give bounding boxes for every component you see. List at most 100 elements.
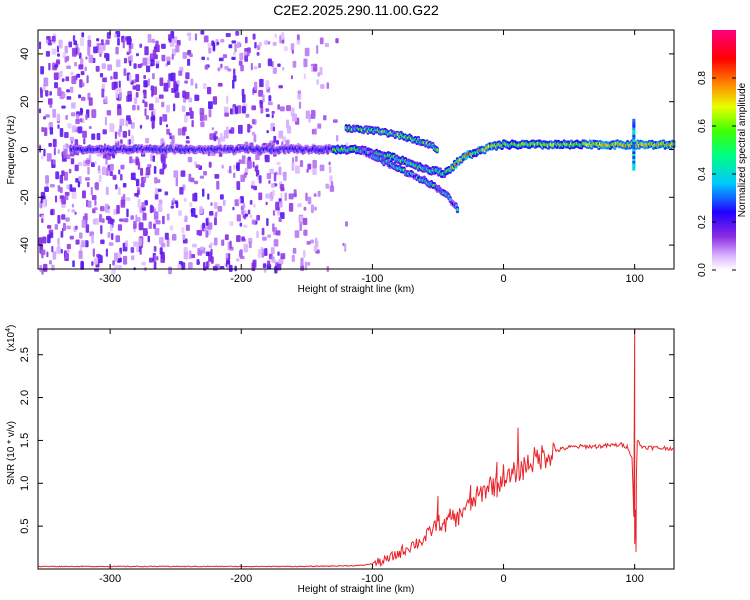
heatmap-cell: [236, 162, 240, 171]
heatmap-cell: [135, 74, 140, 83]
spectrogram-y-tick-label: -40: [19, 237, 31, 253]
spectrogram-ylabel: Frequency (Hz): [6, 116, 17, 185]
heatmap-cell: [151, 89, 154, 97]
heatmap-cell: [240, 174, 245, 182]
heatmap-cell: [310, 109, 316, 119]
heatmap-cell: [134, 193, 139, 197]
heatmap-cell: [243, 243, 249, 253]
heatmap-cell: [232, 79, 235, 89]
heatmap-cell: [208, 47, 212, 54]
heatmap-cell: [38, 237, 43, 246]
spectrogram-y-tick-label: 40: [19, 48, 31, 60]
snr-x-tick-label: -300: [99, 573, 121, 585]
heatmap-cell: [57, 87, 62, 96]
heatmap-cell: [57, 215, 61, 224]
heatmap-cell: [127, 94, 132, 102]
heatmap-cell: [147, 78, 150, 87]
heatmap-cell: [325, 183, 330, 189]
heatmap-cell: [91, 133, 96, 140]
heatmap-cell: [206, 261, 209, 269]
heatmap-cell: [243, 51, 248, 56]
heatmap-cell: [168, 132, 172, 136]
heatmap-cell: [273, 135, 277, 143]
heatmap-cell: [144, 81, 148, 88]
heatmap-cell: [206, 86, 212, 95]
heatmap-cell: [87, 35, 91, 40]
heatmap-cell: [208, 109, 212, 118]
heatmap-cell: [78, 94, 82, 99]
heatmap-cell: [77, 47, 80, 56]
heatmap-cell: [272, 210, 276, 216]
heatmap-cell: [207, 193, 210, 200]
colorbar-ticks: 0.0 0.2 0.4 0.6 0.8: [697, 71, 736, 277]
heatmap-cell: [57, 185, 61, 192]
heatmap-cell: [156, 256, 159, 261]
heatmap-cell: [345, 221, 348, 227]
heatmap-cell: [220, 63, 223, 68]
heatmap-cell: [209, 242, 214, 246]
heatmap-cell: [40, 66, 45, 75]
heatmap-cell: [275, 230, 281, 236]
heatmap-cell: [81, 96, 86, 101]
heatmap-cell: [247, 156, 251, 162]
heatmap-cell: [128, 119, 132, 125]
snr-frame: [37, 328, 675, 570]
heatmap-cell: [221, 239, 225, 246]
heatmap-cell: [184, 215, 188, 223]
heatmap-cell: [193, 161, 198, 165]
heatmap-cell: [126, 208, 129, 218]
heatmap-cell: [109, 123, 115, 133]
heatmap-cell: [235, 106, 239, 115]
heatmap-cell: [183, 247, 188, 252]
heatmap-cell: [99, 213, 102, 223]
heatmap-cell: [297, 203, 302, 208]
heatmap-cell: [316, 79, 320, 85]
heatmap-cell: [203, 227, 207, 231]
heatmap-cell: [162, 162, 166, 170]
heatmap-cell: [82, 190, 86, 199]
heatmap-cell: [206, 57, 210, 61]
heatmap-cell: [115, 184, 118, 190]
heatmap-cell: [87, 166, 90, 175]
heatmap-cell: [196, 230, 200, 236]
heatmap-cell: [632, 118, 636, 123]
heatmap-cell: [213, 202, 218, 209]
heatmap-ridge-cells: [69, 118, 676, 214]
heatmap-cell: [41, 252, 44, 259]
heatmap-cell: [101, 39, 104, 46]
heatmap-cell: [254, 42, 257, 49]
heatmap-cell: [42, 199, 47, 208]
heatmap-cell: [85, 159, 91, 165]
heatmap-cell: [144, 200, 148, 206]
heatmap-cell: [74, 62, 77, 67]
heatmap-cell: [157, 179, 161, 183]
heatmap-cell: [66, 55, 70, 62]
heatmap-cell: [154, 187, 159, 194]
heatmap-cell: [264, 154, 270, 163]
heatmap-cell: [178, 210, 182, 216]
heatmap-cell: [47, 39, 53, 46]
heatmap-cell: [86, 181, 90, 188]
heatmap-cell: [194, 180, 199, 185]
heatmap-cell: [228, 253, 231, 260]
heatmap-cell: [117, 38, 120, 46]
heatmap-cell: [79, 118, 83, 123]
heatmap-cell: [188, 107, 193, 112]
heatmap-cell: [182, 90, 186, 98]
heatmap-cell: [238, 197, 241, 205]
snr-y-axis: 0.5 1.0 1.5 2.0 2.5: [19, 347, 674, 534]
heatmap-cell: [71, 125, 77, 133]
heatmap-cell: [54, 64, 59, 68]
heatmap-cell: [244, 167, 249, 173]
heatmap-cell: [241, 236, 245, 241]
heatmap-cell: [62, 223, 66, 231]
heatmap-cell: [285, 105, 291, 112]
heatmap-cell: [249, 214, 253, 219]
heatmap-cell: [313, 245, 318, 252]
heatmap-cell: [159, 77, 164, 86]
heatmap-cell: [47, 224, 52, 229]
heatmap-cell: [244, 213, 249, 217]
heatmap-cell: [104, 96, 108, 103]
heatmap-cell: [456, 208, 459, 212]
heatmap-cell: [201, 56, 206, 61]
